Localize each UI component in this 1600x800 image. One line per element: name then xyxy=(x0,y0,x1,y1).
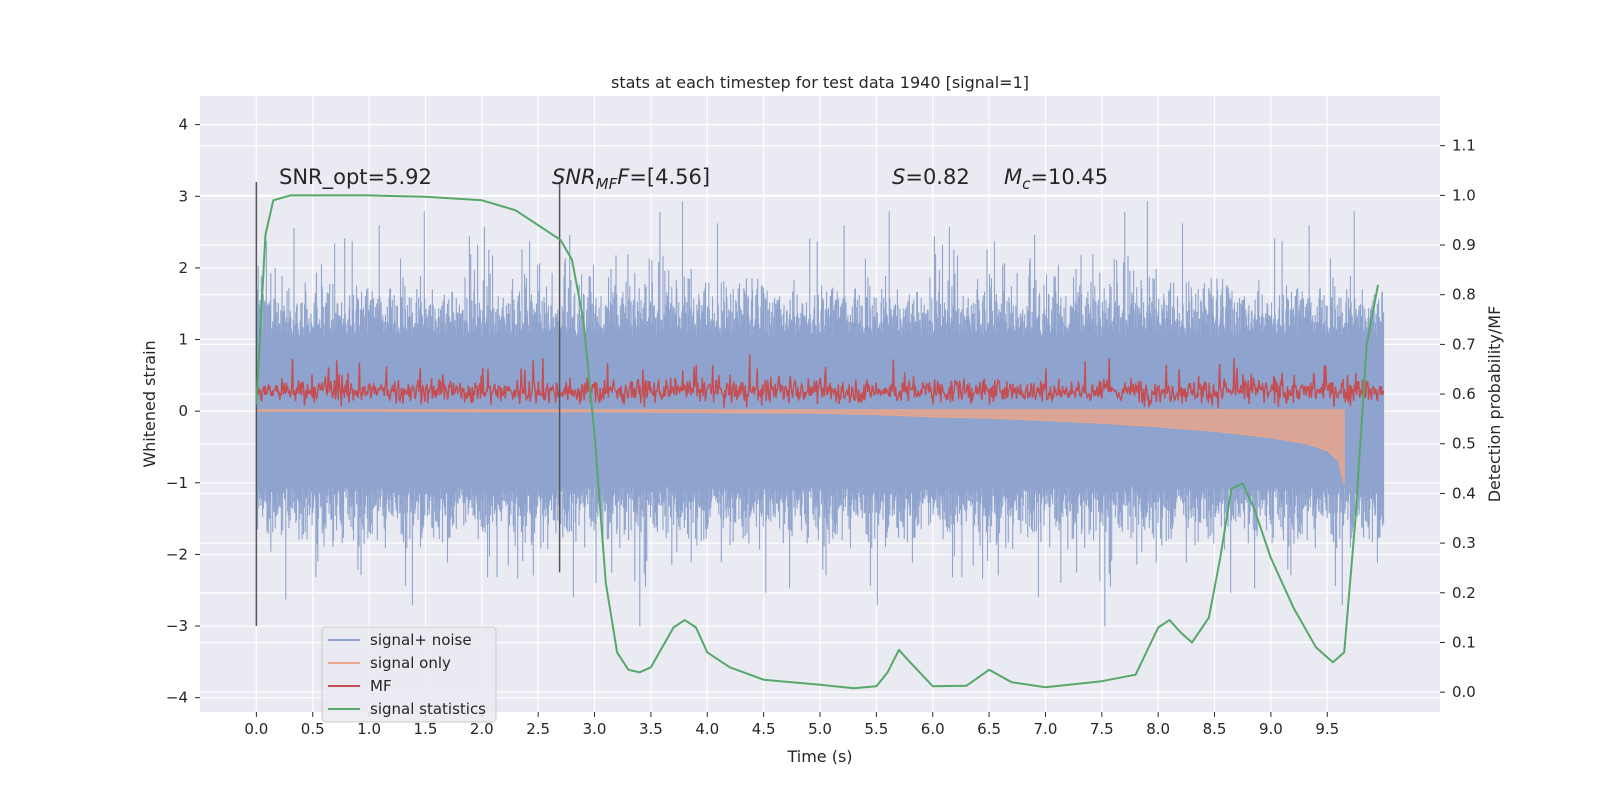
x-tick-label: 8.0 xyxy=(1146,720,1170,738)
y2-tick-label: 0.9 xyxy=(1452,236,1476,254)
x-tick-label: 2.0 xyxy=(470,720,494,738)
y-axis-label: Whitened strain xyxy=(140,340,159,467)
annotation-s: S=0.82 xyxy=(892,165,970,189)
y-tick-label: 2 xyxy=(178,259,188,277)
y2-tick-label: 0.5 xyxy=(1452,435,1476,453)
y-tick-label: −2 xyxy=(166,545,188,563)
annotation-snr-mf: SNRMFF=[4.56] xyxy=(552,165,710,193)
x-tick-label: 5.0 xyxy=(808,720,832,738)
signal-only-envelope xyxy=(255,409,1345,486)
annotation-mc-prefix: M xyxy=(1004,165,1022,189)
legend-label-mf: MF xyxy=(370,677,392,695)
y-axis-ticks: 4 3 2 1 0 −1 −2 −3 −4 xyxy=(166,116,200,707)
y-tick-label: −4 xyxy=(166,689,188,707)
annotation-s-prefix: S xyxy=(892,165,905,189)
x-tick-label: 1.5 xyxy=(414,720,438,738)
x-tick-label: 3.5 xyxy=(639,720,663,738)
x-tick-label: 3.0 xyxy=(583,720,607,738)
x-tick-label: 0.0 xyxy=(244,720,268,738)
vertical-markers xyxy=(255,181,561,627)
y2-tick-label: 1.1 xyxy=(1452,137,1476,155)
x-tick-label: 1.0 xyxy=(357,720,381,738)
legend-label-signal-noise: signal+ noise xyxy=(370,631,472,649)
y2-tick-label: 0.4 xyxy=(1452,484,1476,502)
x-tick-label: 9.5 xyxy=(1315,720,1339,738)
legend-label-signal-only: signal only xyxy=(370,654,451,672)
series-signal-statistics xyxy=(255,194,1379,690)
annotation-mc: Mc=10.45 xyxy=(1004,165,1108,193)
x-tick-label: 6.5 xyxy=(977,720,1001,738)
legend-box xyxy=(321,626,497,723)
x-axis-label: Time (s) xyxy=(786,747,852,766)
annotation-snr-mf-value: =[4.56] xyxy=(629,165,710,189)
x-tick-label: 7.5 xyxy=(1090,720,1114,738)
y2-tick-label: 0.2 xyxy=(1452,584,1476,602)
x-tick-label: 0.5 xyxy=(301,720,325,738)
y-tick-label: 0 xyxy=(178,402,188,420)
y-tick-label: 3 xyxy=(178,187,188,205)
y2-tick-label: 0.1 xyxy=(1452,633,1476,651)
annotation-snr-mf-prefix: SNR xyxy=(552,165,596,189)
mf-trace xyxy=(255,354,1385,409)
series-signal-only xyxy=(255,409,1345,486)
x-tick-label: 2.5 xyxy=(526,720,550,738)
y-tick-label: 1 xyxy=(178,331,188,349)
y2-tick-label: 0.6 xyxy=(1452,385,1476,403)
annotation-mc-value: =10.45 xyxy=(1030,165,1108,189)
annotation-snr-mf-italic-f: F xyxy=(617,165,630,189)
y2-tick-label: 1.0 xyxy=(1452,186,1476,204)
x-tick-label: 8.5 xyxy=(1203,720,1227,738)
signal-statistics-line xyxy=(255,194,1379,690)
y2-axis-ticks: 1.1 1.0 0.9 0.8 0.7 0.6 0.5 0.4 0.3 0.2 0.1 0.0 xyxy=(1440,137,1476,701)
y2-tick-label: 0.7 xyxy=(1452,335,1476,353)
annotation-snr-mf-sub: MF xyxy=(596,175,618,193)
legend: signal+ noise signal only MF signal stat… xyxy=(321,626,497,723)
x-tick-label: 6.0 xyxy=(921,720,945,738)
y2-tick-label: 0.3 xyxy=(1452,534,1476,552)
x-tick-label: 4.0 xyxy=(695,720,719,738)
legend-label-signal-statistics: signal statistics xyxy=(370,700,486,718)
annotation-mc-sub: c xyxy=(1022,175,1031,193)
y-tick-label: −1 xyxy=(166,474,188,492)
y2-tick-label: 0.0 xyxy=(1452,683,1476,701)
y-tick-label: 4 xyxy=(178,116,188,134)
x-tick-label: 5.5 xyxy=(864,720,888,738)
x-tick-label: 9.0 xyxy=(1259,720,1283,738)
annotation-snr-opt: SNR_opt=5.92 xyxy=(279,165,432,190)
y2-tick-label: 0.8 xyxy=(1452,286,1476,304)
y-tick-label: −3 xyxy=(166,617,188,635)
x-axis-ticks: 0.0 0.5 1.0 1.5 2.0 2.5 3.0 3.5 4.0 4.5 5.0 5.5 6.0 6… xyxy=(244,712,1339,738)
x-tick-label: 4.5 xyxy=(752,720,776,738)
chart-title: stats at each timestep for test data 194… xyxy=(611,73,1029,92)
series-mf xyxy=(255,354,1385,409)
annotation-s-value: =0.82 xyxy=(905,165,969,189)
y2-axis-label: Detection probability/MF xyxy=(1485,306,1504,503)
x-tick-label: 7.0 xyxy=(1034,720,1058,738)
